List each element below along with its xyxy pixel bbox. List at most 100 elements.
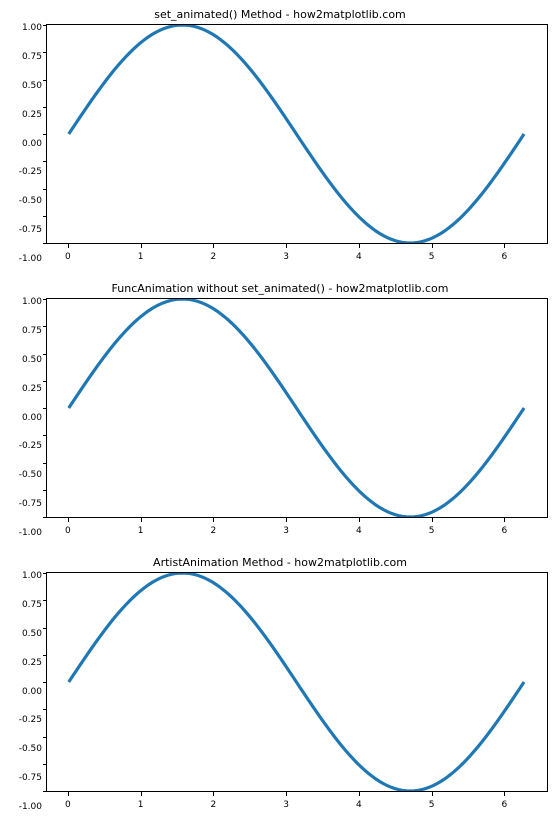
x-tick-mark	[359, 518, 360, 522]
y-tick-label: -1.00	[19, 803, 42, 812]
y-tick-label: -1.00	[19, 255, 42, 264]
x-tick-label: 5	[429, 800, 435, 810]
y-tick-label: -0.50	[19, 197, 42, 206]
panel-title: FuncAnimation without set_animated() - h…	[12, 282, 548, 295]
x-tick-label: 6	[501, 800, 507, 810]
y-tick-mark	[43, 435, 47, 436]
y-tick-label: 0.25	[22, 385, 42, 394]
y-tick-label: -0.75	[19, 226, 42, 235]
x-tick-mark	[504, 518, 505, 522]
y-tick-mark	[43, 381, 47, 382]
x-tick-mark	[68, 244, 69, 248]
y-tick-mark	[43, 709, 47, 710]
y-tick-mark	[43, 134, 47, 135]
x-axis: 0123456	[46, 250, 548, 264]
x-tick-label: 1	[138, 800, 144, 810]
y-tick-label: -0.75	[19, 774, 42, 783]
panel-title: ArtistAnimation Method - how2matplotlib.…	[12, 556, 548, 569]
y-tick-label: 1.00	[22, 298, 42, 307]
panel-title: set_animated() Method - how2matplotlib.c…	[12, 8, 548, 21]
x-tick-mark	[359, 792, 360, 796]
x-tick-mark	[213, 792, 214, 796]
x-tick-label: 3	[283, 800, 289, 810]
y-tick-label: 0.00	[22, 414, 42, 423]
plot-row: 1.000.750.500.250.00-0.25-0.50-0.75-1.00…	[12, 298, 548, 538]
sine-curve	[47, 573, 547, 791]
sine-curve	[47, 25, 547, 243]
y-tick-label: -1.00	[19, 529, 42, 538]
panel-1: FuncAnimation without set_animated() - h…	[12, 282, 548, 538]
y-tick-label: 0.75	[22, 601, 42, 610]
y-tick-mark	[43, 107, 47, 108]
x-tick-mark	[141, 792, 142, 796]
x-tick-label: 4	[356, 526, 362, 536]
x-tick-label: 3	[283, 252, 289, 262]
x-tick-mark	[432, 244, 433, 248]
plot-column: 0123456	[46, 572, 548, 812]
panel-0: set_animated() Method - how2matplotlib.c…	[12, 8, 548, 264]
y-tick-mark	[43, 573, 47, 574]
y-tick-label: 1.00	[22, 24, 42, 33]
x-tick-label: 1	[138, 526, 144, 536]
y-tick-label: 1.00	[22, 572, 42, 581]
plot-row: 1.000.750.500.250.00-0.25-0.50-0.75-1.00…	[12, 572, 548, 812]
y-axis: 1.000.750.500.250.00-0.25-0.50-0.75-1.00	[12, 572, 46, 812]
x-tick-mark	[286, 244, 287, 248]
y-tick-mark	[43, 408, 47, 409]
y-tick-mark	[43, 216, 47, 217]
x-tick-mark	[432, 518, 433, 522]
y-tick-mark	[43, 628, 47, 629]
x-tick-label: 5	[429, 526, 435, 536]
y-axis: 1.000.750.500.250.00-0.25-0.50-0.75-1.00	[12, 298, 46, 538]
x-tick-mark	[432, 792, 433, 796]
y-tick-mark	[43, 463, 47, 464]
x-tick-mark	[359, 244, 360, 248]
y-tick-mark	[43, 299, 47, 300]
x-tick-mark	[286, 792, 287, 796]
y-tick-mark	[43, 25, 47, 26]
y-tick-mark	[43, 354, 47, 355]
y-tick-label: -0.25	[19, 442, 42, 451]
x-tick-mark	[213, 518, 214, 522]
x-tick-label: 5	[429, 252, 435, 262]
x-tick-mark	[141, 244, 142, 248]
x-tick-label: 2	[210, 526, 216, 536]
y-tick-label: 0.25	[22, 659, 42, 668]
y-tick-label: 0.50	[22, 356, 42, 365]
plot-row: 1.00 0.75 0.50 0.25 0.00 -0.25 -0.50 -0.75 -1.00…	[12, 24, 548, 264]
y-tick-label: -0.25	[19, 716, 42, 725]
y-tick-mark	[43, 161, 47, 162]
y-tick-label: -0.50	[19, 745, 42, 754]
y-tick-mark	[43, 80, 47, 81]
y-tick-mark	[43, 682, 47, 683]
y-tick-mark	[43, 737, 47, 738]
x-tick-mark	[141, 518, 142, 522]
y-tick-label: 0.00	[22, 140, 42, 149]
x-tick-mark	[504, 244, 505, 248]
y-tick-label: 0.00	[22, 688, 42, 697]
x-tick-label: 3	[283, 526, 289, 536]
plot-area	[46, 298, 548, 518]
y-tick-label: -0.50	[19, 471, 42, 480]
y-tick-mark	[43, 764, 47, 765]
x-tick-mark	[286, 518, 287, 522]
plot-area	[46, 24, 548, 244]
panel-2: ArtistAnimation Method - how2matplotlib.…	[12, 556, 548, 812]
x-tick-label: 2	[210, 800, 216, 810]
x-tick-mark	[213, 244, 214, 248]
x-axis: 0123456	[46, 798, 548, 812]
x-tick-mark	[68, 792, 69, 796]
y-tick-label: 0.25	[22, 111, 42, 120]
x-tick-mark	[68, 518, 69, 522]
y-tick-mark	[43, 600, 47, 601]
x-tick-label: 0	[65, 252, 71, 262]
y-axis: 1.00 0.75 0.50 0.25 0.00 -0.25 -0.50 -0.75 -1.00	[12, 24, 46, 264]
plot-area	[46, 572, 548, 792]
x-axis: 0123456	[46, 524, 548, 538]
y-tick-label: 0.75	[22, 53, 42, 62]
x-tick-label: 1	[138, 252, 144, 262]
y-tick-label: -0.25	[19, 168, 42, 177]
y-tick-label: 0.75	[22, 327, 42, 336]
y-tick-label: 0.50	[22, 82, 42, 91]
x-tick-label: 0	[65, 800, 71, 810]
